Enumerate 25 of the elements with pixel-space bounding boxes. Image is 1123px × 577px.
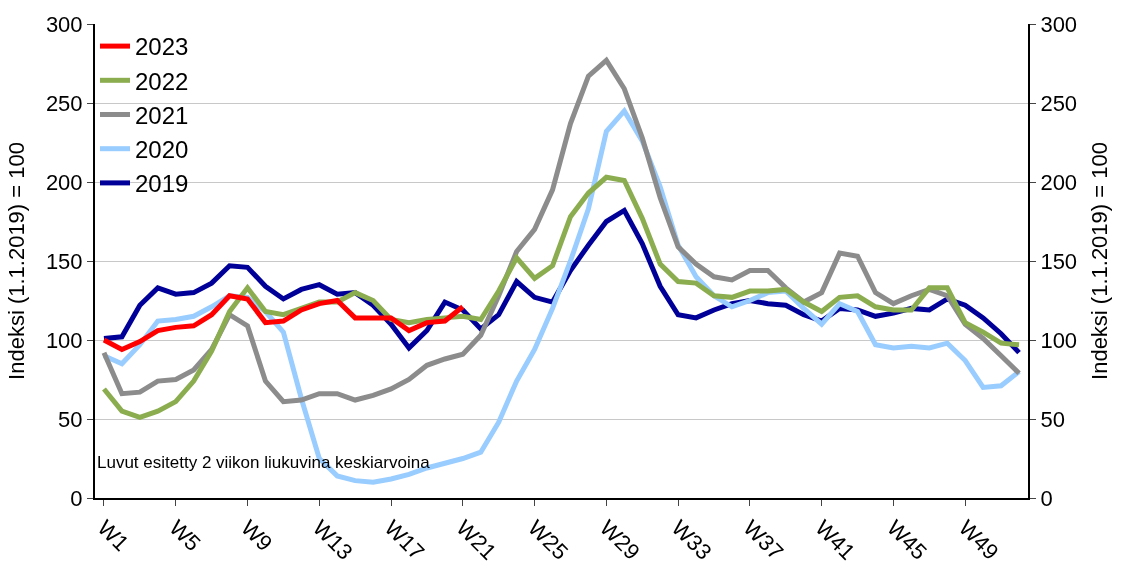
legend-label: 2019	[135, 170, 189, 198]
y2-tick-label: 250	[1040, 90, 1078, 116]
x-tick-label: W5	[164, 515, 206, 557]
y-tick-label: 50	[58, 406, 83, 432]
y2-tick-label: 50	[1040, 406, 1065, 432]
legend-label: 2021	[135, 101, 189, 129]
y-axis-title: Indeksi (1.1.2019) = 100	[4, 142, 30, 380]
x-tick-label: W1	[92, 515, 134, 557]
y2-tick-label: 200	[1040, 169, 1078, 195]
y2-tick-label: 300	[1040, 11, 1078, 37]
legend-label: 2020	[135, 136, 189, 164]
y2-tick-label: 150	[1040, 248, 1078, 274]
legend-label: 2023	[135, 33, 189, 61]
y2-axis-title: Indeksi (1.1.2019) = 100	[1086, 142, 1112, 380]
y2-tick-label: 100	[1040, 327, 1078, 353]
legend-label: 2022	[135, 67, 189, 95]
y-tick-label: 250	[45, 90, 83, 116]
y-tick-label: 300	[45, 11, 83, 37]
x-tick-label: W9	[236, 515, 278, 557]
y2-tick-label: 0	[1040, 485, 1053, 511]
y-tick-label: 200	[45, 169, 83, 195]
y-tick-label: 150	[45, 248, 83, 274]
annotation: Luvut esitetty 2 viikon liukuvina keskiarvoina	[97, 453, 431, 472]
y-tick-label: 100	[45, 327, 83, 353]
y-tick-label: 0	[70, 485, 83, 511]
